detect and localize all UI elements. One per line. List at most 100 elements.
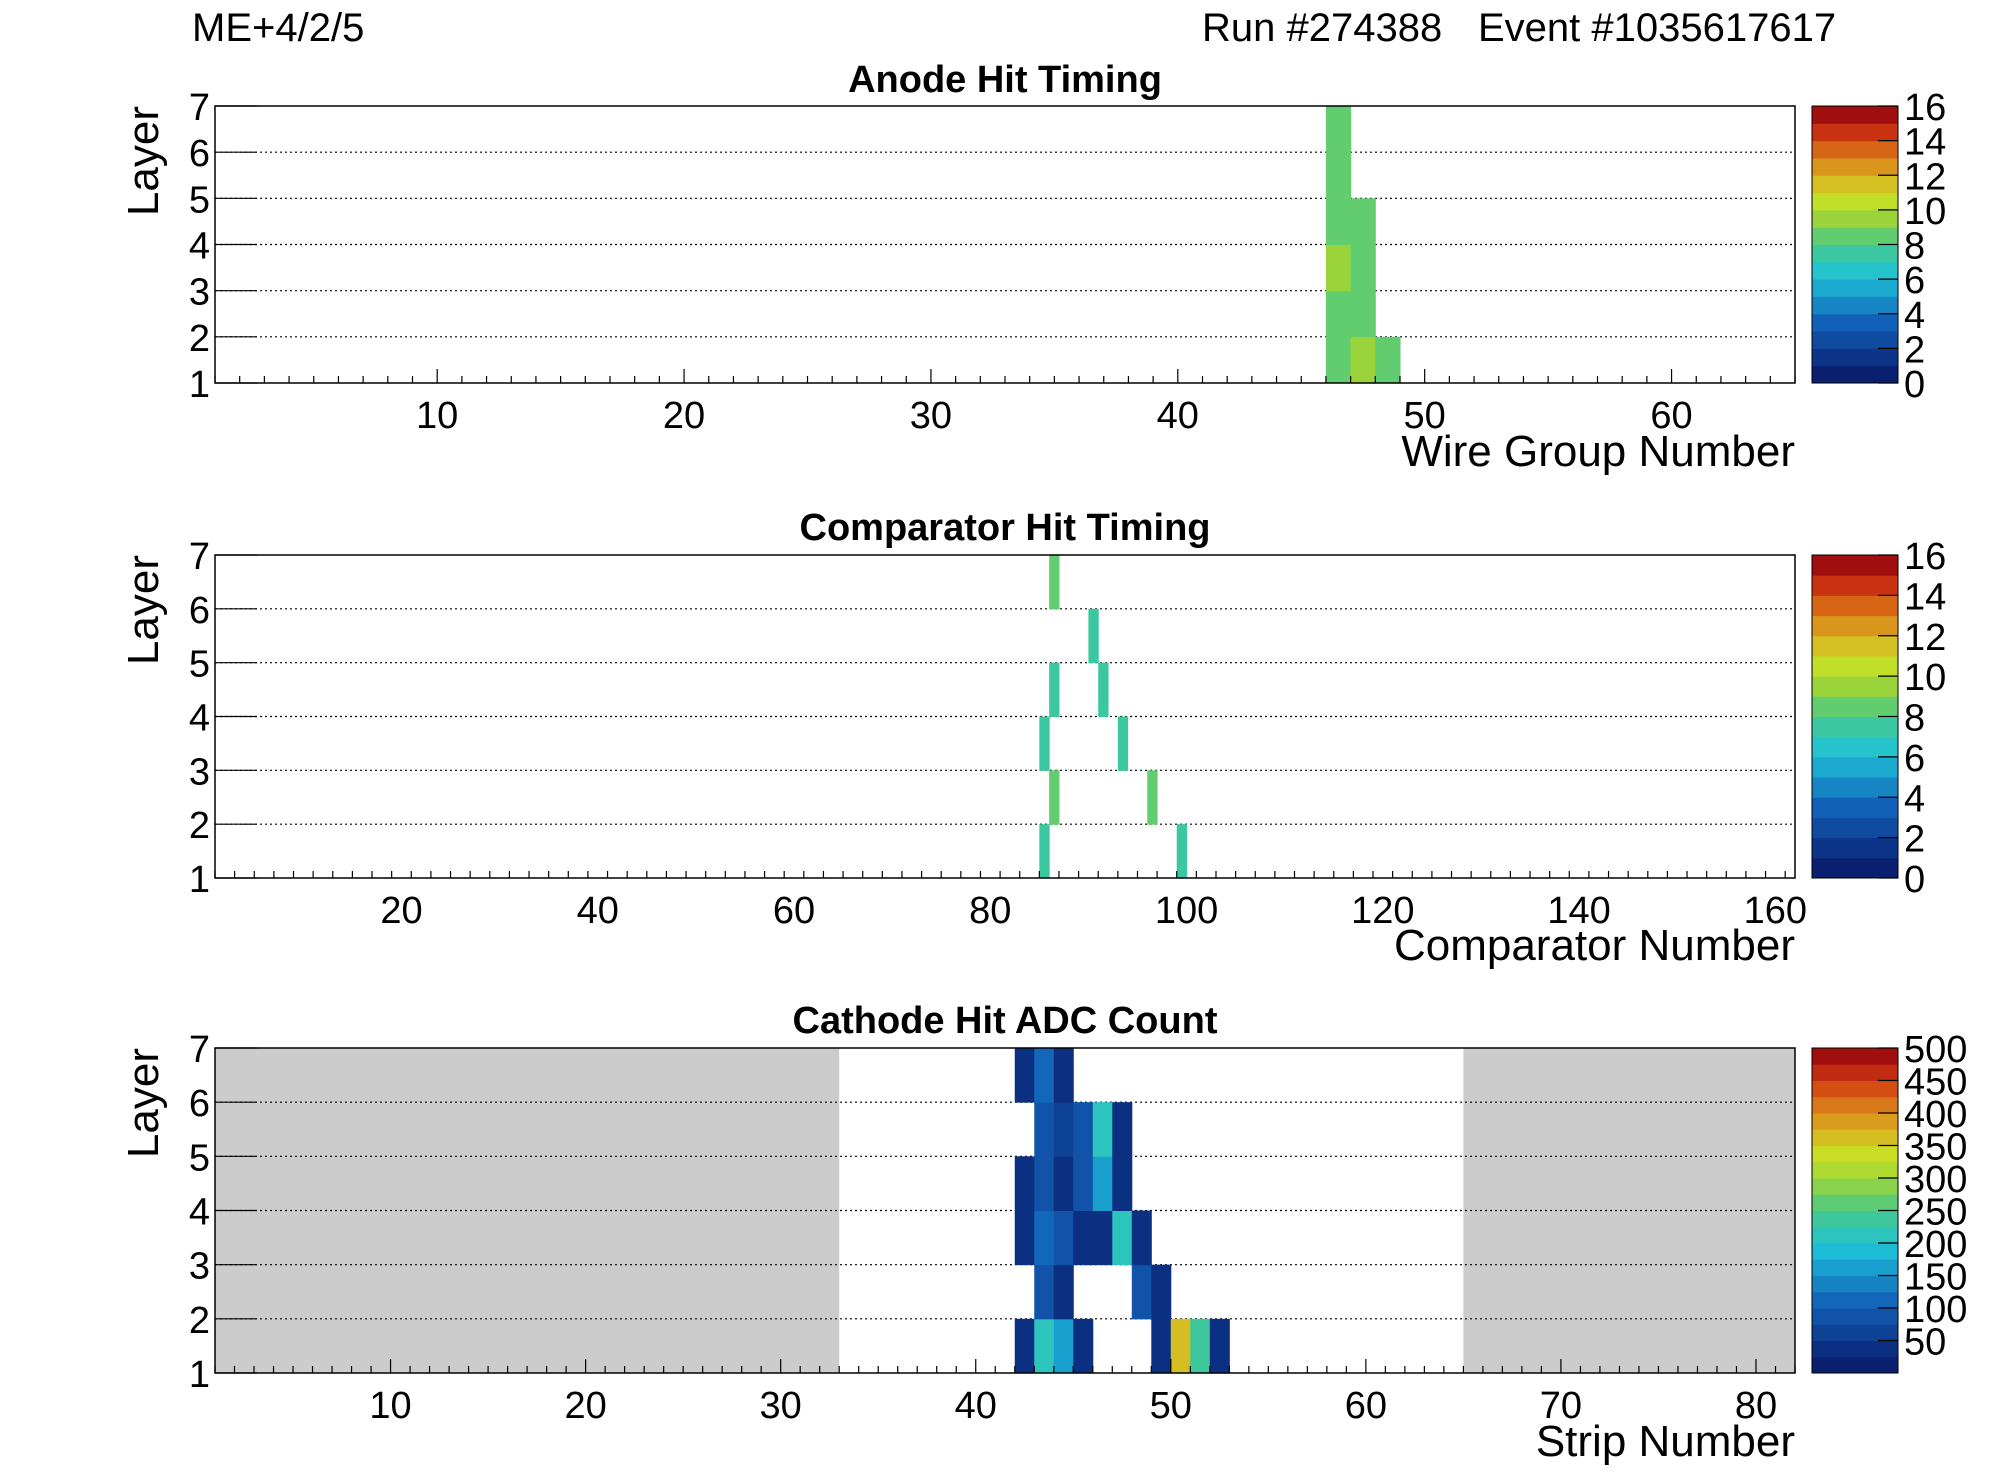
colorbar-band bbox=[1812, 1048, 1898, 1065]
colorbar-tick-label: 2 bbox=[1904, 819, 1925, 861]
colorbar-band bbox=[1812, 123, 1898, 142]
colorbar-tick-label: 8 bbox=[1904, 698, 1925, 740]
colorbar-band bbox=[1812, 365, 1898, 384]
colorbar-band bbox=[1812, 244, 1898, 263]
hit-cell bbox=[1034, 1210, 1055, 1266]
colorbar-band bbox=[1812, 1340, 1898, 1358]
colorbar-band bbox=[1812, 555, 1898, 576]
hit-cell bbox=[1375, 336, 1401, 384]
y-tick-label: 5 bbox=[189, 1137, 210, 1179]
colorbar-band bbox=[1812, 140, 1898, 159]
hit-cell bbox=[1034, 1264, 1055, 1320]
colorbar-band bbox=[1812, 1113, 1898, 1130]
y-tick-label: 3 bbox=[189, 272, 210, 314]
hit-cell bbox=[1053, 1156, 1074, 1211]
colorbar-band bbox=[1812, 837, 1898, 859]
colorbar-band bbox=[1812, 1259, 1898, 1276]
hit-cell bbox=[1325, 336, 1352, 384]
hit-cell bbox=[1039, 716, 1050, 771]
x-tick-label: 20 bbox=[564, 1385, 606, 1427]
hit-cell bbox=[1034, 1048, 1055, 1103]
colorbar-band bbox=[1812, 797, 1898, 818]
colorbar-band bbox=[1812, 1226, 1898, 1244]
hit-cell bbox=[1325, 106, 1352, 153]
y-tick-label: 7 bbox=[189, 87, 210, 129]
y-axis-label: Layer bbox=[119, 106, 168, 216]
hit-cell bbox=[1131, 1264, 1152, 1320]
hit-cell bbox=[1190, 1318, 1211, 1374]
colorbar-band bbox=[1812, 1275, 1898, 1293]
x-tick-label: 40 bbox=[577, 890, 619, 932]
x-tick-label: 140 bbox=[1547, 890, 1610, 932]
hit-cell bbox=[1098, 662, 1109, 717]
colorbar-band bbox=[1812, 348, 1898, 367]
y-tick-label: 2 bbox=[189, 805, 210, 847]
colorbar-band bbox=[1812, 1161, 1898, 1179]
hit-cell bbox=[1151, 1318, 1172, 1374]
colorbar-band bbox=[1812, 261, 1898, 280]
colorbar-band bbox=[1812, 716, 1898, 738]
hit-cell bbox=[1049, 555, 1060, 610]
y-tick-label: 3 bbox=[189, 751, 210, 793]
hit-cell bbox=[1073, 1102, 1094, 1157]
hit-cell bbox=[1049, 662, 1060, 717]
hit-cell bbox=[1014, 1156, 1035, 1211]
x-tick-label: 100 bbox=[1155, 890, 1218, 932]
colorbar-tick-label: 50 bbox=[1904, 1322, 1946, 1364]
hit-cell bbox=[1034, 1102, 1055, 1157]
colorbar-band bbox=[1812, 331, 1898, 349]
hit-cell bbox=[1014, 1318, 1035, 1374]
run-number: Run #274388 bbox=[1202, 6, 1443, 50]
colorbar-tick-label: 12 bbox=[1904, 617, 1946, 659]
panel-title: Comparator Hit Timing bbox=[800, 507, 1211, 549]
panel-title: Cathode Hit ADC Count bbox=[793, 1000, 1218, 1042]
colorbar-tick-label: 14 bbox=[1904, 576, 1946, 618]
colorbar-band bbox=[1812, 1356, 1898, 1374]
x-tick-label: 20 bbox=[663, 395, 705, 437]
hit-cell bbox=[1014, 1210, 1035, 1266]
colorbar-tick-label: 14 bbox=[1904, 122, 1946, 164]
x-tick-label: 70 bbox=[1540, 1385, 1582, 1427]
x-tick-label: 30 bbox=[910, 395, 952, 437]
hit-cell bbox=[1325, 152, 1352, 199]
colorbar-band bbox=[1812, 1194, 1898, 1211]
colorbar-band bbox=[1812, 1210, 1898, 1228]
x-tick-label: 50 bbox=[1150, 1385, 1192, 1427]
colorbar-band bbox=[1812, 313, 1898, 332]
x-tick-label: 10 bbox=[416, 395, 458, 437]
x-tick-label: 10 bbox=[369, 1385, 411, 1427]
chamber-label: ME+4/2/5 bbox=[192, 6, 365, 50]
y-tick-label: 4 bbox=[189, 226, 210, 268]
colorbar-tick-label: 100 bbox=[1904, 1289, 1967, 1331]
y-axis-label: Layer bbox=[119, 1048, 168, 1158]
colorbar-band bbox=[1812, 817, 1898, 839]
y-tick-label: 7 bbox=[189, 536, 210, 578]
colorbar-tick-label: 350 bbox=[1904, 1127, 1967, 1169]
hit-cell bbox=[1073, 1210, 1094, 1266]
colorbar-tick-label: 250 bbox=[1904, 1192, 1967, 1234]
hit-cell bbox=[1170, 1318, 1191, 1374]
colorbar-band bbox=[1812, 1324, 1898, 1341]
y-tick-label: 4 bbox=[189, 1192, 210, 1234]
hit-cell bbox=[1350, 290, 1376, 338]
colorbar-tick-label: 8 bbox=[1904, 226, 1925, 268]
hit-cell bbox=[1073, 1318, 1094, 1374]
colorbar-tick-label: 200 bbox=[1904, 1224, 1967, 1266]
colorbar-tick-label: 0 bbox=[1904, 859, 1925, 901]
colorbar-tick-label: 4 bbox=[1904, 778, 1925, 820]
hit-cell bbox=[1350, 198, 1376, 245]
colorbar-band bbox=[1812, 209, 1898, 228]
y-tick-label: 1 bbox=[189, 364, 210, 406]
colorbar-tick-label: 300 bbox=[1904, 1159, 1967, 1201]
hit-cell bbox=[1034, 1318, 1055, 1374]
colorbar-band bbox=[1812, 157, 1898, 176]
colorbar-tick-label: 12 bbox=[1904, 156, 1946, 198]
y-tick-label: 2 bbox=[189, 1300, 210, 1342]
colorbar-band bbox=[1812, 1243, 1898, 1260]
y-tick-label: 5 bbox=[189, 644, 210, 686]
colorbar-band bbox=[1812, 736, 1898, 758]
hit-cell bbox=[1053, 1102, 1074, 1157]
colorbar-tick-label: 16 bbox=[1904, 87, 1946, 129]
colorbar-band bbox=[1812, 106, 1898, 124]
x-tick-label: 80 bbox=[969, 890, 1011, 932]
